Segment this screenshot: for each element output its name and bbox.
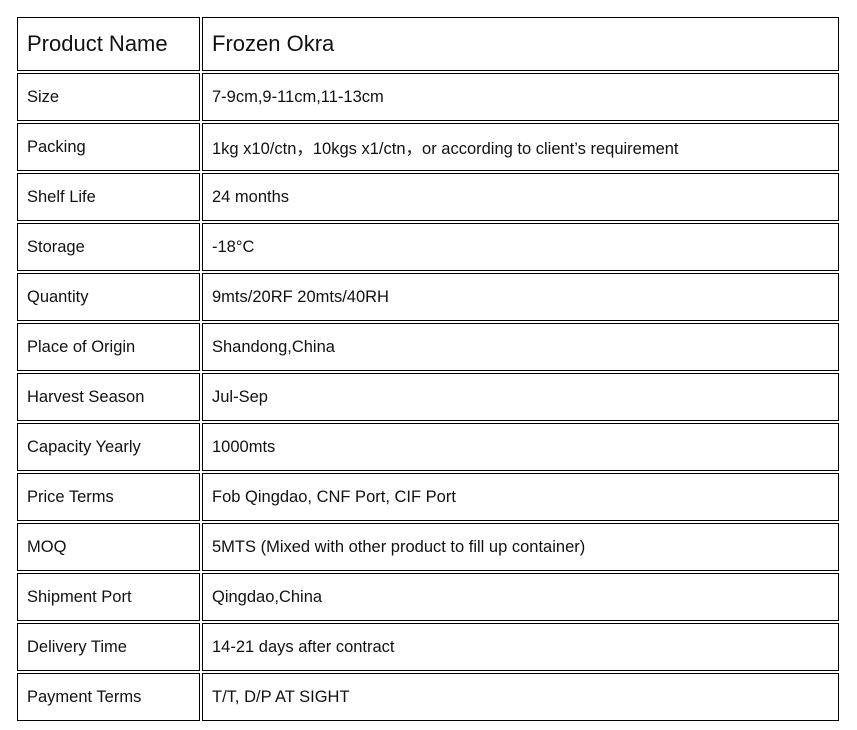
row-value: 7-9cm,9-11cm,11-13cm <box>202 73 839 121</box>
row-value: Shandong,China <box>202 323 839 371</box>
table-row: Harvest Season Jul-Sep <box>17 373 839 421</box>
product-spec-table: Product Name Frozen Okra Size 7-9cm,9-11c… <box>15 15 841 723</box>
row-value: 5MTS (Mixed with other product to fill u… <box>202 523 839 571</box>
row-label: Shipment Port <box>17 573 200 621</box>
row-value: -18°C <box>202 223 839 271</box>
header-label: Product Name <box>17 17 200 71</box>
row-value: 14-21 days after contract <box>202 623 839 671</box>
table-row: Delivery Time 14-21 days after contract <box>17 623 839 671</box>
table-row: Size 7-9cm,9-11cm,11-13cm <box>17 73 839 121</box>
table-row: Place of Origin Shandong,China <box>17 323 839 371</box>
table-row: Capacity Yearly 1000mts <box>17 423 839 471</box>
table-row: Storage -18°C <box>17 223 839 271</box>
row-label: Packing <box>17 123 200 171</box>
table-row: Quantity 9mts/20RF 20mts/40RH <box>17 273 839 321</box>
row-label: Payment Terms <box>17 673 200 721</box>
row-label: Size <box>17 73 200 121</box>
table-row: Price Terms Fob Qingdao, CNF Port, CIF Po… <box>17 473 839 521</box>
table-header-row: Product Name Frozen Okra <box>17 17 839 71</box>
table-row: MOQ 5MTS (Mixed with other product to fil… <box>17 523 839 571</box>
row-label: Price Terms <box>17 473 200 521</box>
table-row: Shipment Port Qingdao,China <box>17 573 839 621</box>
row-label: MOQ <box>17 523 200 571</box>
row-value: Fob Qingdao, CNF Port, CIF Port <box>202 473 839 521</box>
row-label: Capacity Yearly <box>17 423 200 471</box>
row-label: Harvest Season <box>17 373 200 421</box>
header-value: Frozen Okra <box>202 17 839 71</box>
row-label: Quantity <box>17 273 200 321</box>
table-row: Packing 1kg x10/ctn，10kgs x1/ctn，or accor… <box>17 123 839 171</box>
table-row: Payment Terms T/T, D/P AT SIGHT <box>17 673 839 721</box>
row-value: T/T, D/P AT SIGHT <box>202 673 839 721</box>
row-value: 1kg x10/ctn，10kgs x1/ctn，or according to… <box>202 123 839 171</box>
table-row: Shelf Life 24 months <box>17 173 839 221</box>
row-label: Delivery Time <box>17 623 200 671</box>
row-value: 9mts/20RF 20mts/40RH <box>202 273 839 321</box>
row-label: Place of Origin <box>17 323 200 371</box>
row-value: Qingdao,China <box>202 573 839 621</box>
row-label: Storage <box>17 223 200 271</box>
row-value: 1000mts <box>202 423 839 471</box>
row-value: 24 months <box>202 173 839 221</box>
row-label: Shelf Life <box>17 173 200 221</box>
row-value: Jul-Sep <box>202 373 839 421</box>
